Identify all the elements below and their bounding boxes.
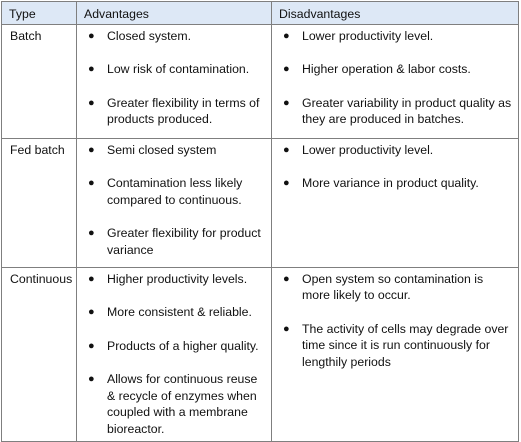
list-item: ● Allows for continuous reuse & recycle o…: [84, 371, 267, 437]
list-item-text: Allows for continuous reuse & recycle of…: [107, 372, 258, 436]
list-item-text: Lower productivity level.: [302, 28, 434, 43]
disadvantages-list: ● Lower productivity level. ● Higher opera…: [279, 28, 514, 128]
list-item: ● The activity of cells may degrade over …: [279, 321, 514, 371]
bullet-icon: ●: [88, 177, 95, 189]
disadvantages-cell: ● Lower productivity level. ● Higher opera…: [271, 23, 519, 139]
list-item: ● Greater flexibility in terms of product…: [84, 95, 267, 128]
disadvantages-list: ● Lower productivity level. ● More varianc…: [279, 142, 514, 192]
list-item-text: Greater flexibility for product variance: [107, 226, 261, 257]
list-item: ● Open system so contamination is more li…: [279, 271, 514, 304]
bullet-icon: ●: [283, 29, 290, 42]
list-item-text: Lower productivity level.: [302, 142, 434, 157]
list-item-text: More variance in product quality.: [302, 176, 479, 190]
list-item-text: Semi closed system: [107, 142, 217, 157]
list-item-text: Higher productivity levels.: [107, 271, 248, 286]
list-item: ● Semi closed system: [84, 142, 267, 159]
list-item: ● More consistent & reliable.: [84, 304, 267, 321]
type-cell: Continuous: [1, 266, 77, 442]
advantages-cell: ● Closed system. ● Low risk of contaminati…: [76, 23, 272, 139]
bullet-icon: ●: [88, 63, 95, 75]
bullet-icon: ●: [283, 177, 290, 189]
list-item: ● Lower productivity level.: [279, 28, 514, 45]
list-item-text: Low risk of contamination.: [107, 62, 250, 76]
header-type: Type: [1, 1, 77, 25]
bullet-icon: ●: [283, 63, 290, 75]
disadvantages-list: ● Open system so contamination is more li…: [279, 271, 514, 371]
bullet-icon: ●: [283, 322, 290, 335]
advantages-cell: ● Semi closed system ● Contamination less …: [76, 137, 272, 268]
list-item-text: Greater flexibility in terms of products…: [107, 95, 260, 127]
list-item-text: Open system so contamination is more lik…: [302, 271, 484, 303]
bullet-icon: ●: [88, 272, 95, 285]
list-item: ● Low risk of contamination.: [84, 61, 267, 78]
bullet-icon: ●: [88, 227, 95, 239]
list-item: ● Contamination less likely compared to c…: [84, 175, 267, 208]
advantages-list: ● Semi closed system ● Contamination less …: [84, 142, 267, 259]
bullet-icon: ●: [88, 29, 95, 42]
header-advantages: Advantages: [76, 1, 272, 25]
list-item: ● Lower productivity level.: [279, 142, 514, 159]
bullet-icon: ●: [283, 272, 290, 285]
advantages-cell: ● Higher productivity levels. ● More consi…: [76, 266, 272, 442]
advantages-list: ● Closed system. ● Low risk of contaminati…: [84, 28, 267, 128]
bullet-icon: ●: [88, 96, 95, 109]
bullet-icon: ●: [283, 96, 290, 109]
table-row-fed-batch: Fed batch ● Semi closed system ● Contamina…: [1, 137, 519, 268]
list-item: ● More variance in product quality.: [279, 175, 514, 192]
list-item-text: Products of a higher quality.: [107, 338, 259, 353]
type-cell: Batch: [1, 23, 77, 139]
disadvantages-cell: ● Open system so contamination is more li…: [271, 266, 519, 442]
table-row-continuous: Continuous ● Higher productivity levels. …: [1, 266, 519, 442]
disadvantages-cell: ● Lower productivity level. ● More varianc…: [271, 137, 519, 268]
list-item-text: The activity of cells may degrade over t…: [302, 321, 509, 369]
table-row-batch: Batch ● Closed system. ● Low risk of conta…: [1, 23, 519, 139]
bullet-icon: ●: [88, 339, 95, 352]
list-item-text: More consistent & reliable.: [107, 305, 252, 319]
bullet-icon: ●: [88, 373, 95, 385]
list-item: ● Greater flexibility for product varianc…: [84, 225, 267, 258]
list-item-text: Closed system.: [107, 28, 192, 43]
list-item: ● Higher productivity levels.: [84, 271, 267, 288]
type-cell: Fed batch: [1, 137, 77, 268]
list-item-text: Greater variability in product quality a…: [302, 95, 512, 127]
header-row: Type Advantages Disadvantages: [1, 1, 519, 25]
header-disadvantages: Disadvantages: [271, 1, 519, 25]
bullet-icon: ●: [283, 143, 290, 156]
advantages-list: ● Higher productivity levels. ● More consi…: [84, 271, 267, 438]
bullet-icon: ●: [88, 143, 95, 156]
bullet-icon: ●: [88, 306, 95, 318]
list-item-text: Higher operation & labor costs.: [302, 62, 471, 76]
list-item: ● Greater variability in product quality …: [279, 95, 514, 128]
list-item: ● Higher operation & labor costs.: [279, 61, 514, 78]
list-item-text: Contamination less likely compared to co…: [107, 176, 243, 207]
list-item: ● Closed system.: [84, 28, 267, 45]
list-item: ● Products of a higher quality.: [84, 338, 267, 355]
